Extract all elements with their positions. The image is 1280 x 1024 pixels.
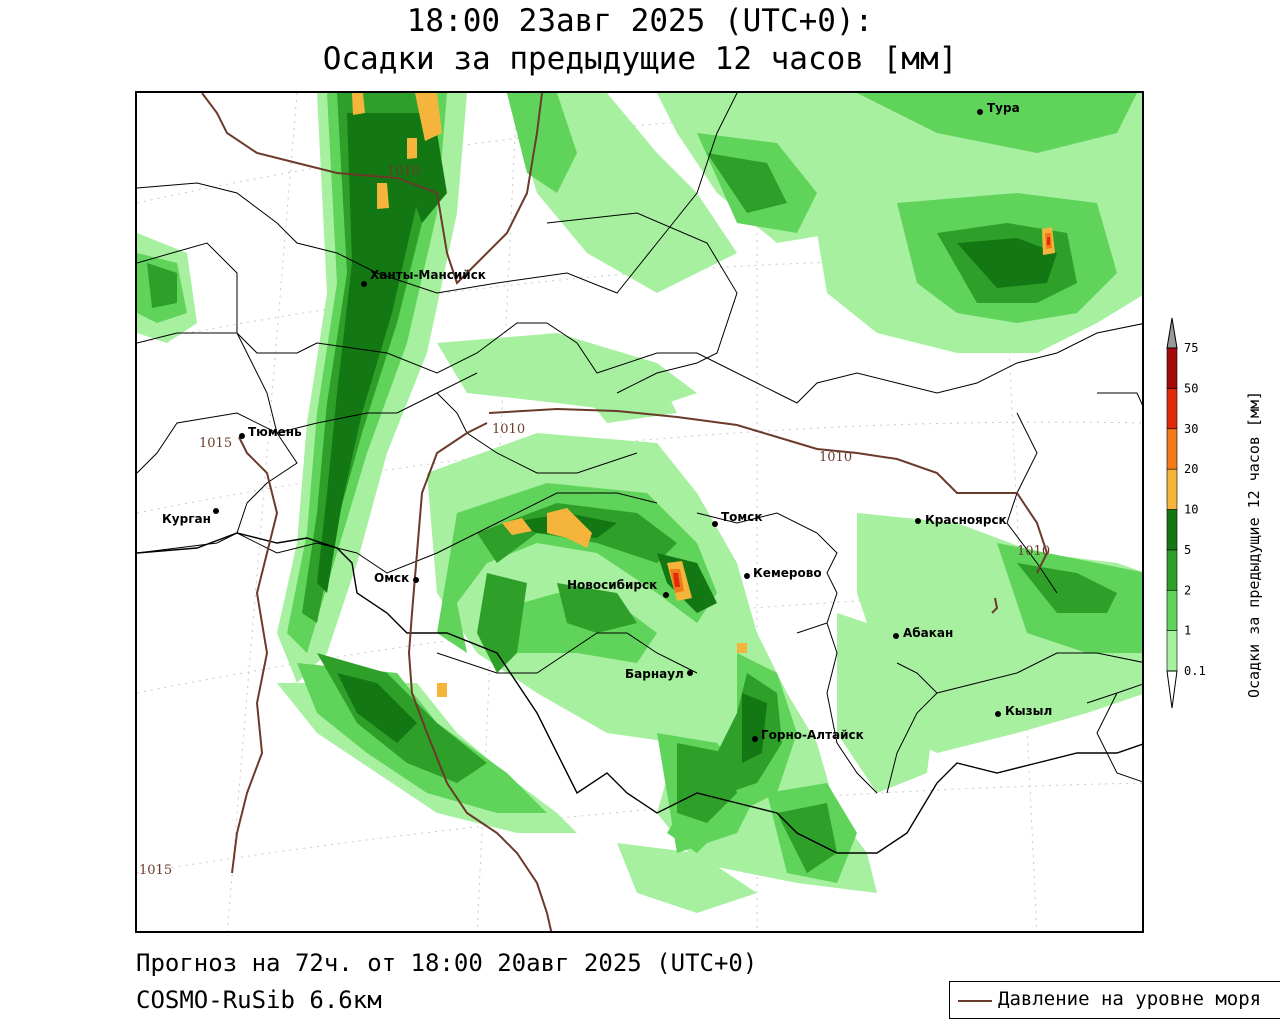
cities: Тура Ханты-Мансийск Тюмень Курган Омск Н… — [162, 101, 1052, 742]
region-borders — [137, 93, 1142, 794]
isobars — [201, 93, 1049, 931]
city-label-kyzyl: Кызыл — [1005, 704, 1052, 718]
city-label-tura: Тура — [987, 101, 1020, 115]
pressure-legend: Давление на уровне моря — [949, 981, 1280, 1019]
city-label-kurgan: Курган — [162, 512, 211, 526]
legend-ticks: 0.1 1 2 5 10 20 30 50 75 — [1184, 341, 1206, 678]
legend-overflow-triangle — [1166, 317, 1178, 349]
city-marker-gorno-altaysk — [752, 736, 758, 742]
model-name: COSMO-RuSib 6.6км — [136, 986, 382, 1014]
isobar-label: 1010 — [387, 164, 420, 179]
city-marker-tura — [977, 109, 983, 115]
city-label-kemerovo: Кемерово — [753, 566, 822, 580]
city-label-gorno-altaysk: Горно-Алтайск — [761, 728, 864, 742]
city-marker-barnaul — [687, 670, 693, 676]
legend-box — [1166, 468, 1178, 510]
precip-level-7 — [673, 237, 1050, 587]
legend-tick-label: 75 — [1184, 341, 1198, 355]
legend-tick-label: 2 — [1184, 583, 1191, 597]
state-border — [137, 532, 1142, 854]
isobar-label: 1010 — [492, 422, 525, 437]
legend-boxes — [1166, 347, 1178, 672]
legend-box — [1166, 549, 1178, 591]
map-title-variable: Осадки за предыдущие 12 часов [мм] — [322, 41, 958, 77]
city-marker-omsk — [413, 577, 419, 583]
isobar-label: 1010 — [819, 450, 852, 465]
city-label-omsk: Омск — [374, 571, 409, 585]
legend-box — [1166, 589, 1178, 631]
isobar-label: 1015 — [199, 436, 232, 451]
city-label-novosibirsk: Новосибирск — [567, 578, 657, 592]
city-label-krasnoyarsk: Красноярск — [925, 513, 1007, 527]
legend-tick-label: 50 — [1184, 381, 1198, 395]
pressure-legend-label: Давление на уровне моря — [998, 988, 1262, 1010]
legend-box — [1166, 347, 1178, 389]
legend-tick-label: 20 — [1184, 462, 1198, 476]
legend-box — [1166, 509, 1178, 551]
forecast-info: Прогноз на 72ч. от 18:00 20авг 2025 (UTC… — [136, 949, 758, 977]
city-marker-kemerovo — [744, 573, 750, 579]
city-marker-krasnoyarsk — [915, 518, 921, 524]
city-label-tomsk: Томск — [721, 510, 763, 524]
legend-tick-label: 30 — [1184, 422, 1198, 436]
legend-colorbar: 0.1 1 2 5 10 20 30 50 75 Осадки за предыдущие 12… — [1166, 317, 1263, 709]
legend-tick-label: 10 — [1184, 503, 1198, 517]
legend-tick-label: 0.1 — [1184, 664, 1206, 678]
city-marker-novosibirsk — [663, 592, 669, 598]
legend-tick-label: 1 — [1184, 624, 1191, 638]
isobar-label: 1010 — [1017, 544, 1050, 559]
city-marker-kyzyl — [995, 711, 1001, 717]
precipitation-legend: 0.1 1 2 5 10 20 30 50 75 Осадки за предыдущие 12… — [1160, 312, 1280, 712]
legend-title: Осадки за предыдущие 12 часов [мм] — [1245, 391, 1263, 698]
city-marker-kurgan — [213, 508, 219, 514]
legend-box — [1166, 428, 1178, 470]
city-marker-abakan — [893, 633, 899, 639]
city-label-abakan: Абакан — [903, 626, 953, 640]
legend-underflow-triangle — [1166, 670, 1178, 709]
map-canvas: 1010 1015 1010 1010 1010 1015 Тура Ханты… — [137, 93, 1142, 931]
legend-tick-label: 5 — [1184, 543, 1191, 557]
city-marker-tomsk — [712, 521, 718, 527]
isobar-label: 1015 — [139, 863, 172, 878]
city-marker-tyumen — [239, 433, 245, 439]
city-label-barnaul: Барнаул — [625, 667, 684, 681]
legend-box — [1166, 388, 1178, 430]
city-label-tyumen: Тюмень — [248, 425, 302, 439]
city-marker-khanty-mansiysk — [361, 281, 367, 287]
map-title-time: 18:00 23авг 2025 (UTC+0): — [406, 3, 874, 39]
pressure-legend-line — [958, 1000, 992, 1002]
precipitation-map: 1010 1015 1010 1010 1010 1015 Тура Ханты… — [135, 91, 1144, 933]
legend-box — [1166, 630, 1178, 672]
city-label-khanty-mansiysk: Ханты-Мансийск — [370, 268, 486, 282]
